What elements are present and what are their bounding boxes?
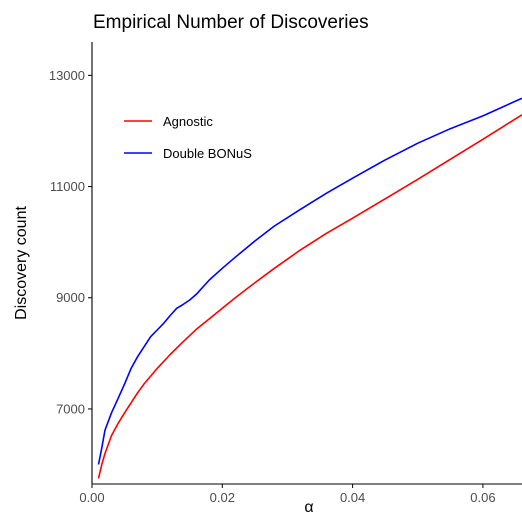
x-axis-title: α bbox=[304, 499, 313, 516]
y-tick-label: 7000 bbox=[56, 401, 85, 416]
y-tick-label: 11000 bbox=[50, 179, 85, 194]
y-tick-label: 9000 bbox=[56, 290, 85, 305]
x-tick-label: 0.02 bbox=[210, 490, 235, 505]
series-line-agnostic bbox=[97, 114, 522, 479]
legend-label: Agnostic bbox=[163, 114, 213, 129]
y-axis-title: Discovery count bbox=[13, 206, 30, 320]
x-tick-label: 0.00 bbox=[79, 490, 104, 505]
chart-title: Empirical Number of Discoveries bbox=[93, 12, 369, 33]
x-tick-label: 0.06 bbox=[470, 490, 495, 505]
x-tick-label: 0.04 bbox=[340, 490, 365, 505]
legend: Agnostic Double BONuS bbox=[124, 114, 252, 161]
series-line-double-bonus bbox=[97, 97, 522, 465]
plot-area: 7000 9000 11000 13000 0.00 0.02 0.04 0.06 bbox=[49, 42, 522, 505]
legend-label: Double BONuS bbox=[163, 146, 252, 161]
y-tick-label: 13000 bbox=[49, 68, 85, 83]
